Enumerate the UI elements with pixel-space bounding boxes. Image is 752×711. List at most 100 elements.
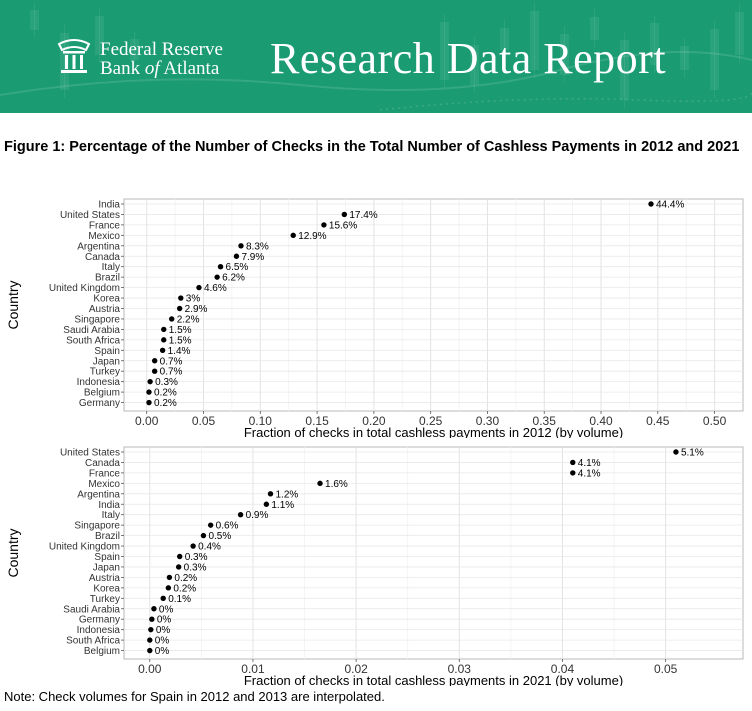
y-tick-label: Saudi Arabia	[63, 325, 120, 336]
x-axis-title: Fraction of checks in total cashless pay…	[244, 425, 623, 438]
banner-bar	[735, 12, 744, 55]
data-label: 0.3%	[185, 552, 208, 563]
x-tick-label: 0.25	[419, 414, 443, 428]
data-label: 44.4%	[656, 200, 684, 211]
banner-dotted-line	[379, 90, 752, 111]
y-tick-label: Austria	[89, 304, 121, 315]
y-tick-label: France	[89, 220, 121, 231]
y-tick-label: Germany	[79, 615, 120, 626]
y-tick-label: Germany	[79, 398, 120, 409]
y-tick-label: Austria	[89, 573, 121, 584]
data-point	[237, 512, 244, 518]
data-label: 0%	[155, 636, 170, 647]
y-tick-label: Belgium	[84, 388, 120, 399]
data-point	[148, 626, 154, 633]
data-point	[263, 501, 270, 507]
data-label: 0%	[156, 625, 171, 636]
data-label: 8.3%	[246, 241, 269, 252]
data-label: 0.5%	[208, 531, 231, 542]
data-point	[161, 337, 167, 343]
y-tick-label: Italy	[102, 510, 120, 521]
data-point	[341, 211, 348, 218]
data-point	[290, 232, 296, 239]
y-tick-label: Saudi Arabia	[63, 604, 120, 615]
data-label: 5.1%	[681, 448, 704, 459]
plot-panel	[123, 446, 744, 660]
x-tick-label: 0.45	[646, 414, 670, 428]
x-tick-label: 0.10	[249, 414, 273, 428]
data-label: 4.1%	[578, 458, 601, 469]
figure-note: Note: Check volumes for Spain in 2012 an…	[4, 689, 385, 704]
data-point	[166, 574, 173, 581]
fed-logo-icon	[57, 39, 91, 73]
data-point	[177, 553, 183, 560]
y-tick-label: Japan	[93, 356, 120, 367]
y-tick-label: Indonesia	[77, 377, 121, 388]
x-tick-label: 0.01	[241, 662, 265, 676]
org-name-atlanta: Atlanta	[159, 58, 220, 79]
data-label: 0.6%	[216, 521, 239, 532]
x-tick-label: 0.04	[551, 662, 575, 676]
y-tick-label: Indonesia	[77, 625, 121, 636]
data-point	[147, 647, 153, 654]
data-label: 1.4%	[168, 346, 191, 357]
data-point	[149, 616, 155, 622]
y-tick-label: India	[98, 200, 120, 211]
x-tick-label: 0.20	[362, 414, 386, 428]
data-point	[570, 470, 576, 476]
data-label: 2.9%	[185, 304, 208, 315]
data-point	[214, 274, 220, 280]
data-point	[200, 532, 207, 539]
y-tick-label: Spain	[94, 552, 120, 563]
data-point	[176, 305, 183, 312]
data-point	[161, 326, 167, 333]
data-label: 0.3%	[155, 377, 178, 388]
data-label: 1.1%	[271, 500, 294, 511]
banner-bar	[470, 45, 479, 85]
data-point	[321, 222, 327, 228]
banner-bar	[590, 17, 599, 40]
y-tick-label: South Africa	[66, 636, 120, 647]
banner-bar	[530, 11, 539, 70]
data-point	[673, 449, 679, 455]
data-label: 0.2%	[154, 388, 177, 399]
banner-bar	[500, 28, 509, 50]
data-point	[190, 543, 196, 549]
y-tick-label: Mexico	[88, 231, 120, 242]
x-tick-label: 0.05	[192, 414, 216, 428]
data-point	[147, 637, 153, 643]
data-point	[317, 480, 323, 487]
data-label: 0.2%	[174, 573, 197, 584]
y-tick-label: Canada	[85, 252, 120, 263]
data-point	[146, 389, 152, 395]
banner-bar	[60, 33, 69, 90]
banner-bar	[130, 39, 139, 60]
y-tick-label: Singapore	[74, 314, 120, 325]
org-name-of: of	[144, 58, 160, 79]
report-banner: Federal Reserve Bank of Atlanta Research…	[0, 0, 752, 113]
banner-bar	[30, 10, 39, 30]
data-point	[570, 459, 576, 466]
banner-bar	[620, 40, 629, 100]
data-label: 7.9%	[241, 252, 264, 263]
y-tick-label: United States	[60, 210, 120, 221]
data-label: 0.7%	[160, 356, 183, 367]
data-label: 0.3%	[184, 562, 207, 573]
y-tick-label: Brazil	[95, 531, 120, 542]
y-tick-label: Argentina	[77, 489, 120, 500]
data-point	[151, 368, 158, 374]
y-tick-label: Singapore	[74, 521, 120, 532]
data-point	[165, 585, 172, 591]
data-point	[169, 316, 175, 322]
data-point	[147, 378, 153, 385]
x-tick-label: 0.05	[654, 662, 678, 676]
y-tick-label: Argentina	[77, 241, 120, 252]
data-label: 6.2%	[222, 273, 245, 284]
data-label: 1.5%	[169, 325, 192, 336]
data-label: 1.2%	[275, 489, 298, 500]
banner-trend-line	[0, 51, 752, 96]
data-point	[160, 595, 166, 601]
banner-bar	[95, 16, 104, 55]
y-tick-label: United States	[60, 448, 120, 459]
